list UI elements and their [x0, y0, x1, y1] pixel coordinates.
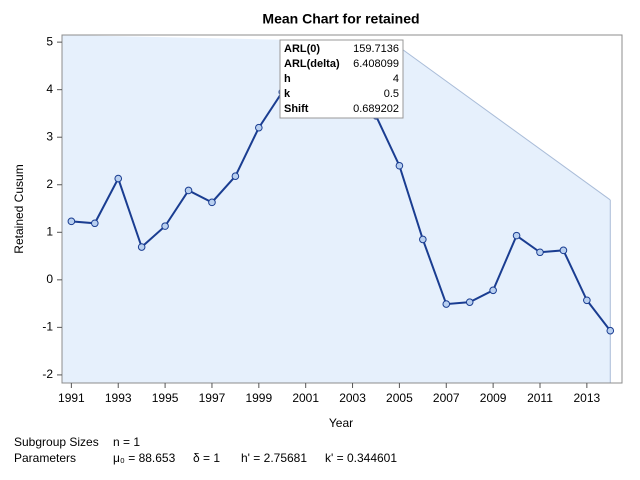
x-tick-label: 2007 [433, 391, 460, 405]
data-point [114, 174, 123, 183]
x-tick-label: 1991 [58, 391, 85, 405]
data-point [137, 243, 146, 251]
plot-frame [61, 34, 623, 384]
x-tick-label: 2005 [386, 391, 413, 405]
x-tick-label: 1999 [245, 391, 272, 405]
data-point [536, 248, 544, 257]
v-mask-arm [392, 41, 611, 201]
data-point [91, 219, 99, 228]
x-tick-label: 1997 [199, 391, 226, 405]
inset-label: ARL(0) [284, 43, 320, 55]
inset-box [279, 39, 404, 119]
chart-title: Mean Chart for retained [262, 11, 419, 27]
data-point [583, 296, 591, 305]
inset-label: h [284, 73, 291, 85]
inset-label: Shift [284, 103, 309, 115]
inset-value: 0.689202 [353, 103, 399, 115]
data-point [67, 217, 76, 226]
data-point [395, 161, 404, 170]
data-point [161, 222, 169, 230]
y-tick-label: 1 [46, 224, 53, 238]
x-axis-label: Year [329, 416, 353, 430]
data-point [465, 298, 474, 306]
footer-text: δ = 1 [193, 451, 220, 465]
data-point [208, 198, 216, 207]
y-tick-label: 3 [46, 129, 53, 143]
y-tick-label: 0 [46, 272, 53, 286]
data-point [512, 231, 521, 240]
x-tick-label: 1993 [105, 391, 132, 405]
data-point [419, 235, 427, 244]
x-tick-label: 2013 [574, 391, 601, 405]
x-tick-label: 1995 [152, 391, 179, 405]
footer-text: Parameters [14, 451, 76, 465]
data-point [231, 172, 240, 180]
x-tick-label: 2001 [292, 391, 319, 405]
y-tick-label: -1 [42, 320, 53, 334]
x-tick-label: 2003 [339, 391, 366, 405]
inset-value: 0.5 [384, 88, 399, 100]
y-tick-label: -2 [42, 367, 53, 381]
x-tick-label: 2011 [527, 391, 553, 405]
v-mask [62, 35, 611, 383]
x-tick-label: 2009 [480, 391, 507, 405]
inset-label: ARL(delta) [284, 58, 340, 70]
data-point [489, 286, 497, 295]
data-point [255, 123, 263, 132]
inset-value: 159.7136 [353, 43, 399, 55]
y-tick-label: 4 [46, 82, 53, 96]
data-point [559, 246, 568, 255]
y-tick-label: 5 [46, 34, 53, 48]
data-point [442, 300, 451, 308]
footer-text: n = 1 [113, 435, 140, 449]
data-point [606, 326, 615, 335]
inset-value: 4 [393, 73, 399, 85]
footer-text: Subgroup Sizes [14, 435, 99, 449]
data-point [184, 186, 193, 195]
inset-label: k [284, 88, 291, 100]
footer-text: k' = 0.344601 [325, 451, 397, 465]
inset-value: 6.408099 [353, 58, 399, 70]
y-axis-label: Retained Cusum [12, 164, 26, 253]
footer-text: h' = 2.75681 [241, 451, 307, 465]
y-tick-label: 2 [46, 177, 53, 191]
footer-text: μ₀ = 88.653 [113, 451, 176, 465]
